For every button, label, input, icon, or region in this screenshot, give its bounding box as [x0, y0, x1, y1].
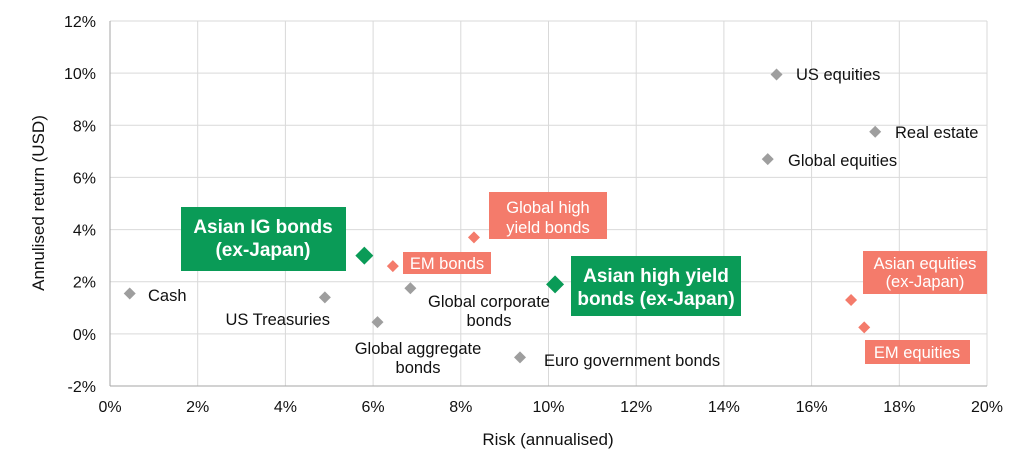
- data-point-euro-government-bonds: [513, 351, 526, 364]
- label-text-gagg: Global aggregate: [355, 340, 482, 358]
- label-emeq: EM equities: [865, 340, 970, 364]
- y-tick-label: 2%: [73, 275, 96, 292]
- label-asig: Asian IG bonds(ex-Japan): [181, 207, 346, 271]
- label-emb: EM bonds: [403, 252, 491, 274]
- label-aseq: Asian equities(ex-Japan): [863, 251, 987, 294]
- label-text-emb: EM bonds: [410, 255, 484, 273]
- label-text-cash: Cash: [148, 287, 187, 305]
- data-point-global-corporate-bonds: [404, 282, 417, 295]
- y-tick-label: 10%: [64, 66, 96, 83]
- y-tick-label: 0%: [73, 327, 96, 344]
- label-text-gcorp: bonds: [467, 312, 512, 330]
- label-text-re: Real estate: [895, 124, 978, 142]
- data-points: [123, 68, 882, 364]
- tick-labels: 0% 2% 4% 6% 8% 10% 12% 14% 16% 18% 20%-2%0%2%4%6%8…: [64, 14, 1003, 416]
- x-tick-label: 4%: [274, 399, 297, 416]
- label-text-aseq: (ex-Japan): [886, 273, 965, 291]
- label-box-emb: [403, 252, 491, 274]
- data-point-asian-equities-ex-japan: [845, 293, 858, 306]
- data-point-us-equities: [770, 68, 783, 81]
- label-box-aseq: [863, 251, 987, 294]
- label-useq: US equities: [796, 66, 880, 84]
- label-text-ust: US Treasuries: [225, 311, 330, 329]
- label-geq: Global equities: [788, 152, 897, 170]
- data-point-global-equities: [761, 153, 774, 166]
- x-tick-label: 6%: [362, 399, 385, 416]
- data-point-us-treasuries: [318, 291, 331, 304]
- x-tick-label: 16%: [796, 399, 828, 416]
- label-text-aseq: Asian equities: [874, 255, 977, 273]
- y-axis-label: Annulised return (USD): [29, 115, 48, 291]
- label-box-asig: [181, 207, 346, 271]
- x-tick-label: 0%: [98, 399, 121, 416]
- data-point-em-equities: [858, 321, 871, 334]
- label-text-egov: Euro government bonds: [544, 352, 720, 370]
- x-tick-label: 18%: [883, 399, 915, 416]
- label-text-emeq: EM equities: [874, 344, 960, 362]
- data-point-global-aggregate-bonds: [371, 316, 384, 329]
- axes: [109, 21, 987, 387]
- data-point-asian-high-yield-bonds-ex-japan: [546, 275, 565, 294]
- x-tick-label: 2%: [186, 399, 209, 416]
- x-tick-label: 14%: [708, 399, 740, 416]
- x-tick-label: 12%: [620, 399, 652, 416]
- y-tick-label: 4%: [73, 223, 96, 240]
- label-ust: US Treasuries: [225, 311, 330, 329]
- data-point-real-estate: [869, 125, 882, 138]
- y-tick-label: 8%: [73, 118, 96, 135]
- y-tick-label: -2%: [68, 379, 96, 396]
- label-text-gagg: bonds: [396, 359, 441, 377]
- x-tick-label: 8%: [449, 399, 472, 416]
- label-box-ashy: [571, 256, 741, 316]
- label-text-asig: (ex-Japan): [215, 240, 310, 261]
- x-tick-label: 10%: [532, 399, 564, 416]
- label-box-emeq: [865, 340, 970, 364]
- data-point-em-bonds: [386, 260, 399, 273]
- label-text-gcorp: Global corporate: [428, 293, 550, 311]
- label-ghy: Global high yield bonds: [489, 192, 607, 239]
- x-axis-label: Risk (annualised): [482, 430, 613, 449]
- label-text-useq: US equities: [796, 66, 880, 84]
- data-point-global-high-yield-bonds: [467, 231, 480, 244]
- label-egov: Euro government bonds: [544, 352, 720, 370]
- data-point-asian-ig-bonds-ex-japan: [355, 246, 374, 265]
- label-cash: Cash: [148, 287, 187, 305]
- x-tick-label: 20%: [971, 399, 1003, 416]
- y-tick-label: 12%: [64, 14, 96, 31]
- label-re: Real estate: [895, 124, 978, 142]
- label-text-geq: Global equities: [788, 152, 897, 170]
- data-point-cash: [123, 287, 136, 300]
- label-box-ghy: [489, 192, 607, 239]
- label-text-ashy: bonds (ex-Japan): [577, 289, 734, 310]
- label-text-ghy: Global high: [506, 199, 589, 217]
- label-text-asig: Asian IG bonds: [193, 217, 332, 238]
- y-tick-label: 6%: [73, 170, 96, 187]
- label-text-ghy: yield bonds: [506, 219, 589, 237]
- label-text-ashy: Asian high yield: [583, 266, 729, 287]
